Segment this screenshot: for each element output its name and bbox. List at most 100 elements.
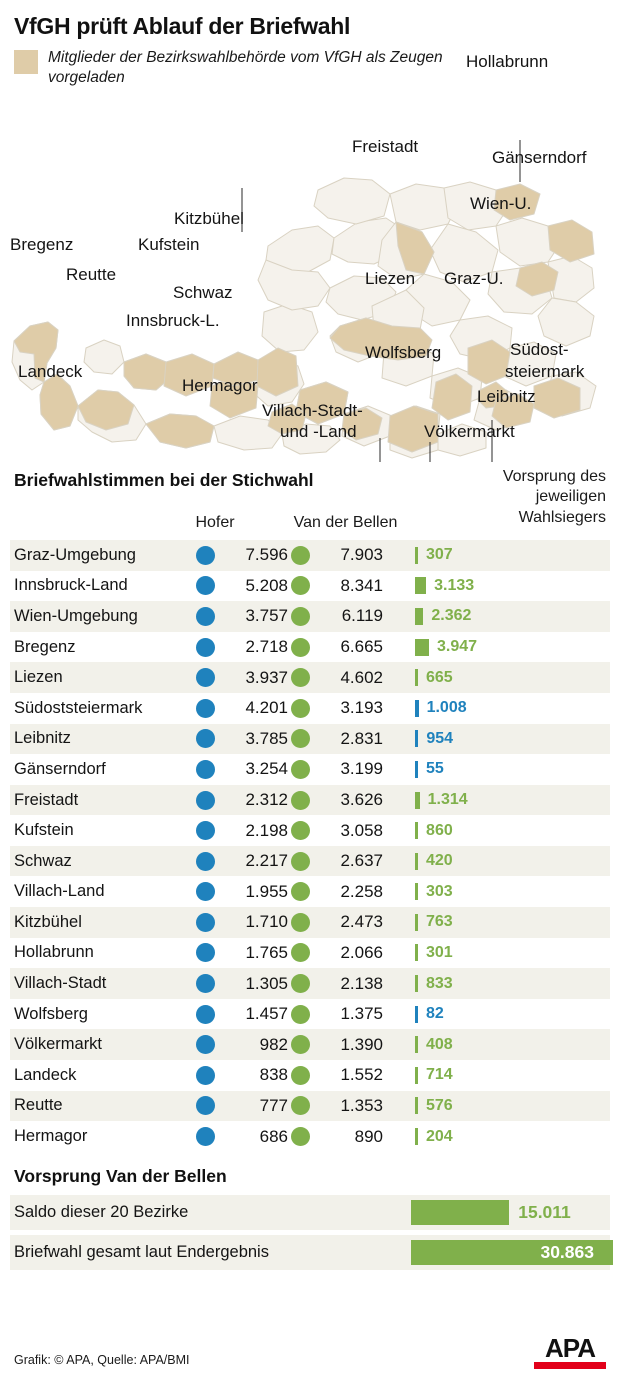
van-der-bellen-votes: 2.138: [340, 973, 383, 993]
hofer-marker-icon: [196, 882, 215, 902]
map-label-hermagor: Hermagor: [182, 375, 258, 395]
table-header: Briefwahlstimmen bei der Stichwahl Hofer…: [10, 462, 610, 540]
van-der-bellen-marker-icon: [291, 729, 310, 749]
lead-bar: [415, 913, 418, 931]
hofer-votes: 2.217: [245, 851, 288, 871]
lead-value: 3.947: [437, 638, 478, 656]
table-row: Freistadt 2.312 3.626 1.314: [10, 784, 610, 816]
van-der-bellen-marker-icon: [291, 851, 310, 871]
van-der-bellen-votes: 2.066: [340, 942, 383, 962]
table-body: Graz-Umgebung 7.596 7.903 307 Innsbruck-Land…: [10, 539, 610, 1152]
lead-value: 301: [426, 943, 453, 961]
hofer-marker-icon: [196, 974, 215, 994]
hofer-votes: 3.757: [245, 606, 288, 626]
van-der-bellen-votes: 3.626: [340, 790, 383, 809]
column-header-hofer: Hofer: [195, 513, 235, 531]
lead-value: 307: [426, 546, 453, 564]
table-row: Südoststeiermark 4.201 3.193 1.008: [10, 693, 610, 724]
column-header-van-der-bellen: Van der Bellen: [293, 513, 398, 531]
hofer-votes: 1.765: [245, 942, 288, 962]
lead-value: 714: [426, 1066, 453, 1084]
summary-row: Saldo dieser 20 Bezirke 15.011: [10, 1194, 610, 1230]
row-district-name: Völkermarkt: [14, 1035, 103, 1054]
row-district-name: Villach-Stadt: [14, 974, 107, 993]
austria-district-map: Hollabrunn Freistadt Gänserndorf Wien-U.…: [0, 52, 620, 462]
hofer-marker-icon: [196, 1065, 215, 1085]
lead-value: 1.314: [427, 791, 468, 808]
lead-value: 665: [426, 668, 453, 686]
hofer-marker-icon: [196, 759, 215, 779]
map-label-voelkermarkt: Völkermarkt: [424, 421, 515, 441]
row-district-name: Leibnitz: [14, 729, 71, 748]
summary-section: Vorsprung Van der Bellen Saldo dieser 20…: [0, 1166, 620, 1270]
van-der-bellen-votes: 3.199: [340, 759, 383, 779]
lead-bar: [415, 546, 418, 564]
hofer-votes: 3.785: [245, 728, 288, 748]
hofer-marker-icon: [196, 729, 215, 749]
table-row: Villach-Land 1.955 2.258 303: [10, 876, 610, 907]
table-row: Graz-Umgebung 7.596 7.903 307: [10, 539, 610, 571]
van-der-bellen-votes: 3.058: [340, 820, 383, 840]
van-der-bellen-votes: 2.637: [340, 851, 383, 871]
van-der-bellen-marker-icon: [291, 943, 310, 963]
apa-logo-text: APA: [545, 1333, 596, 1364]
row-district-name: Bregenz: [14, 637, 76, 656]
hofer-votes: 2.312: [245, 790, 288, 809]
credit-text: Grafik: © APA, Quelle: APA/BMI: [14, 1353, 190, 1367]
hofer-marker-icon: [196, 1004, 215, 1024]
hofer-marker-icon: [196, 943, 215, 963]
row-district-name: Villach-Land: [14, 882, 105, 901]
row-district-name: Liezen: [14, 668, 63, 687]
row-district-name: Kitzbühel: [14, 912, 82, 931]
hofer-votes: 4.201: [245, 698, 288, 718]
hofer-marker-icon: [196, 912, 215, 932]
map-label-kufstein: Kufstein: [138, 234, 200, 254]
summary-bar: [411, 1199, 510, 1225]
hofer-votes: 1.955: [245, 881, 288, 901]
row-district-name: Kufstein: [14, 821, 74, 840]
table-row: Schwaz 2.217 2.637 420: [10, 845, 610, 877]
summary-title: Vorsprung Van der Bellen: [14, 1165, 227, 1186]
van-der-bellen-marker-icon: [291, 974, 310, 994]
row-district-name: Reutte: [14, 1096, 63, 1115]
map-label-freistadt: Freistadt: [352, 136, 419, 156]
hofer-marker-icon: [196, 668, 215, 688]
summary-bar: [411, 1239, 613, 1265]
map-label-villach-land: und -Land: [280, 421, 357, 441]
map-label-reutte: Reutte: [66, 264, 117, 284]
row-district-name: Wolfsberg: [14, 1004, 88, 1023]
van-der-bellen-marker-icon: [291, 1127, 310, 1147]
van-der-bellen-marker-icon: [291, 698, 310, 718]
table-row: Wolfsberg 1.457 1.375 82: [10, 999, 610, 1030]
hofer-votes: 3.937: [245, 667, 288, 687]
row-district-name: Hermagor: [14, 1127, 88, 1146]
van-der-bellen-marker-icon: [291, 637, 310, 657]
lead-bar: [415, 883, 418, 901]
table-row: Kufstein 2.198 3.058 860: [10, 815, 610, 846]
hofer-marker-icon: [196, 698, 215, 718]
map-label-wien-u: Wien-U.: [470, 193, 532, 213]
van-der-bellen-marker-icon: [291, 882, 310, 902]
van-der-bellen-votes: 6.665: [340, 637, 383, 657]
van-der-bellen-marker-icon: [291, 545, 310, 565]
hofer-votes: 1.457: [245, 1004, 288, 1024]
van-der-bellen-votes: 2.258: [340, 881, 383, 901]
map-label-gaenserndorf: Gänserndorf: [492, 147, 587, 167]
map-label-villach-stadt: Villach-Stadt-: [262, 400, 363, 420]
lead-bar: [415, 1036, 418, 1054]
van-der-bellen-votes: 8.341: [340, 575, 383, 595]
map-label-innsbruck-l: Innsbruck-L.: [126, 310, 220, 330]
results-table: Briefwahlstimmen bei der Stichwahl Hofer…: [0, 462, 620, 1152]
table-title: Briefwahlstimmen bei der Stichwahl: [14, 469, 314, 490]
table-row: Hollabrunn 1.765 2.066 301: [10, 938, 610, 969]
legend-label: Mitglieder der Bezirkswahlbehörde vom Vf…: [48, 49, 443, 87]
hofer-votes: 777: [259, 1095, 288, 1115]
map-label-bregenz: Bregenz: [10, 234, 74, 254]
lead-bar: [415, 577, 427, 595]
table-row: Gänserndorf 3.254 3.199 55: [10, 754, 610, 785]
lead-bar: [415, 699, 419, 717]
van-der-bellen-marker-icon: [291, 1096, 310, 1116]
van-der-bellen-votes: 7.903: [340, 545, 383, 565]
hofer-votes: 2.718: [245, 637, 288, 657]
van-der-bellen-votes: 3.193: [340, 698, 383, 718]
